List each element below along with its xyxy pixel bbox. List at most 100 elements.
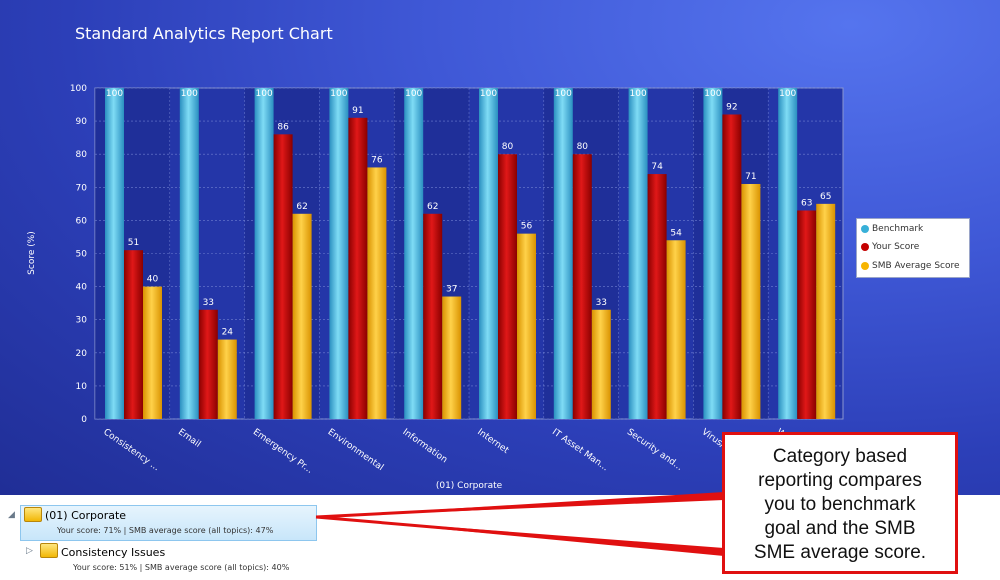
bar-benchmark[interactable] [703,88,723,419]
callout-line: reporting compares [758,470,922,491]
bar-your-score[interactable] [348,117,368,419]
data-label: 51 [128,238,139,248]
bar-your-score[interactable] [572,154,592,419]
x-tick-label: Security and... [625,427,684,473]
bar-benchmark[interactable] [479,88,498,419]
legend-dot-icon [861,261,869,270]
legend-label: Your Score [872,242,920,252]
bar-smb-average-score[interactable] [143,286,162,419]
data-label: 62 [427,202,438,212]
data-label: 65 [820,192,831,202]
bar-your-score[interactable] [423,213,443,419]
data-label: 80 [577,142,589,152]
legend-item-your-score: Your Score [861,240,919,254]
chart-panel: Standard Analytics Report Chart 0 10 20 30 4… [0,0,1000,495]
x-axis-label: (01) Corporate [436,481,503,491]
data-label: 56 [521,222,533,232]
bar-your-score[interactable] [647,174,667,419]
y-tick-label: 60 [76,216,88,226]
data-label: 100 [330,89,347,99]
data-label: 100 [405,89,422,99]
data-label: 100 [555,89,572,99]
y-tick-label: 20 [76,349,88,359]
data-label: 100 [480,89,497,99]
y-tick-label: 90 [76,117,88,127]
x-tick-label: Emergency Pr... [251,427,314,476]
y-tick-label: 100 [70,84,87,94]
data-label: 100 [779,89,796,99]
data-label: 40 [147,275,159,285]
data-label: 86 [277,122,289,132]
bar-benchmark[interactable] [628,88,648,419]
tree-node-summary: Your score: 51% | SMB average score (all… [73,563,290,572]
bar-benchmark[interactable] [105,88,124,419]
folder-icon [40,543,58,558]
bar-your-score[interactable] [124,250,143,419]
data-label: 80 [502,142,514,152]
y-tick-label: 10 [76,382,88,392]
tree-node-summary: Your score: 71% | SMB average score (all… [57,526,274,535]
data-label: 91 [352,106,363,116]
bar-benchmark[interactable] [254,88,274,419]
bar-benchmark[interactable] [329,88,349,419]
callout-line: goal and the SMB [764,518,916,539]
y-tick-label: 70 [76,183,88,193]
tree-node-corporate[interactable] [20,505,317,541]
legend-item-benchmark: Benchmark [861,222,923,236]
legend-label: Benchmark [872,224,924,234]
legend-dot-icon [861,224,869,233]
y-tick-label: 40 [76,283,88,293]
data-label: 62 [296,202,307,212]
data-label: 92 [726,102,737,112]
bar-smb-average-score[interactable] [591,309,611,419]
bar-chart: 0 10 20 30 40 50 60 70 80 90 100 100 100 100 100 100 100… [27,84,844,491]
data-label: 33 [596,298,607,308]
chart-title: Standard Analytics Report Chart [75,24,333,43]
bar-smb-average-score[interactable] [442,296,462,419]
data-label: 76 [371,155,383,165]
tree-node-consistency-issues[interactable]: Consistency Issues [61,546,166,559]
bar-smb-average-score[interactable] [217,339,237,419]
bar-your-score[interactable] [797,210,817,419]
callout-line: Category based [772,446,908,467]
data-label: 33 [203,298,214,308]
bar-benchmark[interactable] [404,88,424,419]
bar-your-score[interactable] [273,134,293,419]
folder-icon [24,507,42,522]
bar-smb-average-score[interactable] [741,183,761,419]
bar-smb-average-score[interactable] [517,233,536,419]
y-tick-label: 0 [81,415,87,425]
y-tick-label: 80 [76,150,88,160]
bar-benchmark[interactable] [778,88,798,419]
bar-benchmark[interactable] [179,88,199,419]
y-tick-label: 30 [76,316,88,326]
collapsed-arrow-icon[interactable]: ▷ [26,546,33,556]
data-label: 100 [704,89,721,99]
bar-your-score[interactable] [498,154,517,419]
legend-dot-icon [861,242,869,251]
bar-smb-average-score[interactable] [816,203,836,419]
tree-node-label[interactable]: (01) Corporate [45,509,127,522]
x-tick-label: Internet [475,427,510,456]
callout-line: SME average score. [753,542,927,563]
bar-your-score[interactable] [198,309,218,419]
legend-item-smb-average: SMB Average Score [861,259,960,273]
bar-smb-average-score[interactable] [666,240,686,419]
chart-legend: Benchmark Your Score SMB Average Score [856,218,970,278]
data-label: 37 [446,285,457,295]
bar-benchmark[interactable] [553,88,573,419]
y-axis-label: Score (%) [27,231,37,275]
callout-line: you to benchmark [764,494,916,515]
bar-your-score[interactable] [722,114,742,419]
expanded-arrow-icon[interactable]: ◢ [8,510,15,520]
x-tick-label: Information [400,427,448,465]
data-label: 54 [670,228,682,238]
data-label: 100 [256,89,273,99]
callout-box: Category based reporting compares you to… [722,432,958,574]
data-label: 100 [630,89,647,99]
bar-smb-average-score[interactable] [367,167,387,419]
bar-smb-average-score[interactable] [292,213,312,419]
data-label: 100 [106,89,123,99]
legend-label: SMB Average Score [872,261,960,271]
data-label: 63 [801,198,812,208]
